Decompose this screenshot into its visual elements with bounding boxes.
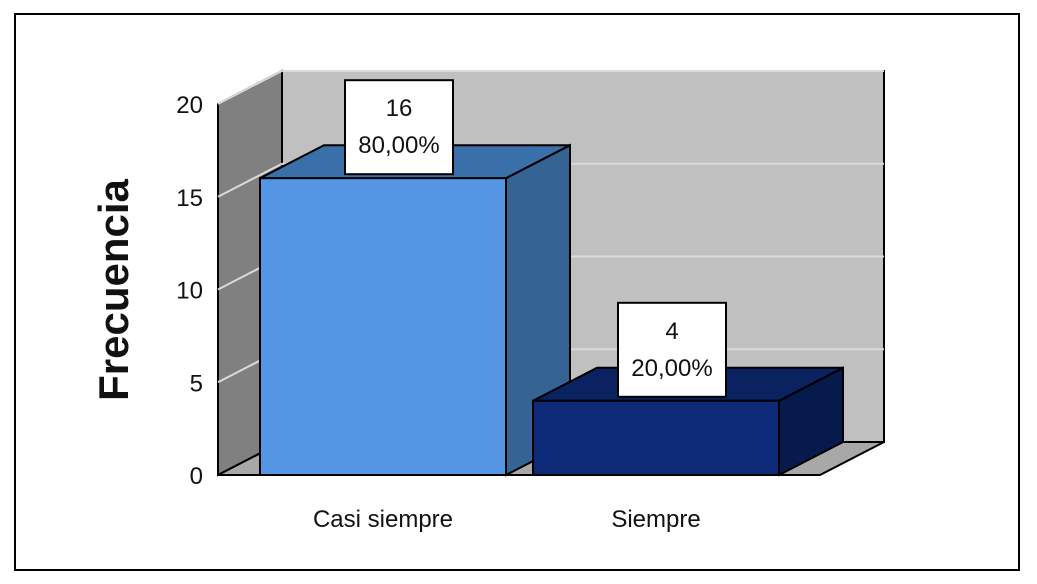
y-axis-label: Frecuencia	[90, 178, 137, 400]
data-labels: 16 80,00% 4 20,00%	[344, 79, 727, 398]
y-axis-tick: 10	[176, 278, 203, 305]
bar	[259, 143, 571, 477]
gridline	[217, 162, 884, 198]
gridline	[217, 70, 884, 105]
y-axis-tick: 0	[190, 463, 203, 490]
data-label-box	[344, 79, 454, 176]
data-label-box	[617, 301, 727, 398]
data-label-count: 4	[665, 318, 678, 345]
x-axis-category: Siempre	[611, 506, 700, 533]
data-label-count: 16	[386, 95, 413, 122]
y-axis-tick: 5	[190, 370, 203, 397]
y-axis-ticks: 0 5 10 15 20	[176, 92, 203, 490]
y-axis-tick: 20	[176, 92, 203, 119]
x-axis-categories: Casi siempre Siempre	[313, 506, 701, 533]
data-label: 16 80,00%	[344, 79, 454, 176]
data-label-percent: 80,00%	[358, 132, 439, 159]
data-label: 4 20,00%	[617, 301, 727, 398]
x-axis-category: Casi siempre	[313, 506, 453, 533]
data-label-percent: 20,00%	[631, 355, 712, 382]
bar-front	[259, 177, 507, 476]
bar-front	[532, 399, 780, 476]
y-axis-tick: 15	[176, 185, 203, 212]
